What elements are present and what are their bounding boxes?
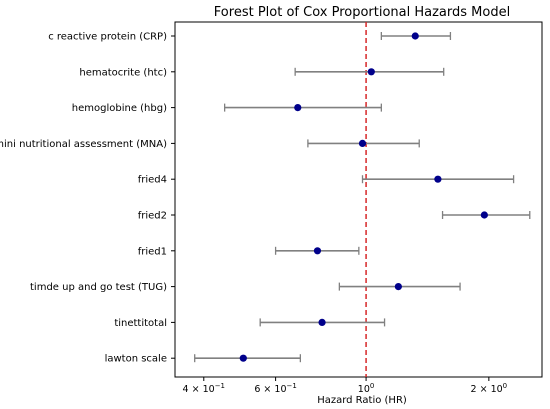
y-axis-tick-label: fried1 xyxy=(138,246,167,257)
hazard-ratio-point xyxy=(294,104,302,112)
y-axis-tick-label: mini nutritional assessment (MNA) xyxy=(0,139,167,150)
y-axis-tick-label: timde up and go test (TUG) xyxy=(30,282,167,293)
hazard-ratio-point xyxy=(434,175,442,183)
hazard-ratio-point xyxy=(394,283,402,291)
x-axis-tick-label: 4 × 10−1 xyxy=(183,382,225,395)
x-axis-tick-label: 100 xyxy=(358,382,375,395)
hazard-ratio-point xyxy=(480,211,488,219)
y-axis-labels: c reactive protein (CRP) hematocrite (htc… xyxy=(0,32,507,396)
y-axis-tick-label: lawton scale xyxy=(105,354,167,365)
y-axis-tick-label: hematocrite (htc) xyxy=(79,67,167,78)
plot-area-frame xyxy=(174,21,543,378)
x-axis-label: Hazard Ratio (HR) xyxy=(317,395,407,406)
hazard-ratio-point xyxy=(358,139,367,147)
x-axis-tick-label: 6 × 10−1 xyxy=(254,382,296,395)
y-axis-tick-label: hemoglobine (hbg) xyxy=(72,103,167,114)
y-axis-tick-label: tinettitotal xyxy=(114,318,167,329)
y-axis-tick-label: fried4 xyxy=(138,175,167,186)
x-axis-ticks xyxy=(171,35,490,381)
hazard-ratio-point xyxy=(239,354,247,362)
chart-title: Forest Plot of Cox Proportional Hazards … xyxy=(214,5,510,20)
chart-marks xyxy=(194,22,531,377)
y-axis-tick-label: fried2 xyxy=(138,211,167,222)
hazard-ratio-point xyxy=(367,68,375,76)
hazard-ratio-point xyxy=(411,32,419,40)
y-axis-tick-label: c reactive protein (CRP) xyxy=(48,32,167,43)
hazard-ratio-point xyxy=(318,318,326,326)
hazard-ratio-point xyxy=(313,247,322,255)
x-axis-tick-label: 2 × 100 xyxy=(471,382,508,395)
